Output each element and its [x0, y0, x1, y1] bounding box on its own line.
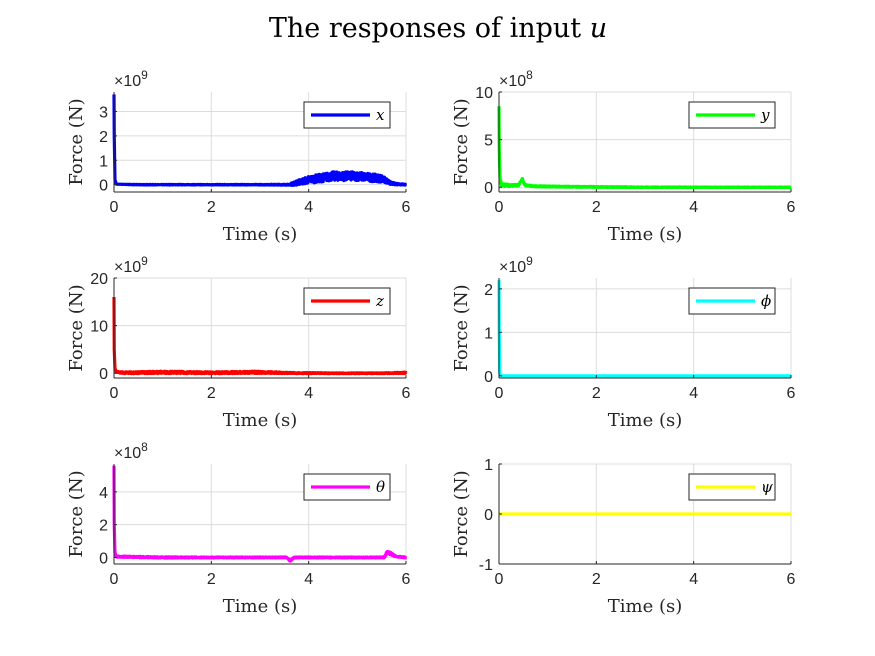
y-axis-label: Force (N): [451, 470, 472, 557]
exponent-base: ×10: [114, 259, 141, 276]
x-tick-label: 2: [207, 571, 216, 588]
y-tick-label: 0: [99, 178, 108, 195]
legend: x: [303, 101, 391, 129]
x-axis-label: Time (s): [223, 410, 298, 431]
series-line-1: [112, 94, 408, 187]
y-tick-label: 0: [99, 366, 108, 383]
x-tick-label: 4: [689, 571, 698, 588]
legend-label: z: [375, 292, 384, 310]
legend: ϕ: [688, 287, 776, 315]
y-tick-label: 10: [90, 319, 108, 336]
y-tick-label: 3: [99, 105, 108, 122]
y-tick-label: 5: [484, 133, 493, 150]
subplot-5: 0 2 4 6 0 2 4 Time (s) Force (N) ×108 θ: [66, 440, 411, 617]
exponent-power: 8: [141, 440, 148, 454]
x-tick-label: 6: [787, 571, 796, 588]
y-tick-label: 1: [484, 457, 493, 474]
legend-label: y: [760, 106, 770, 124]
figure-title: The responses of input u: [269, 13, 607, 44]
y-tick-label: 0: [99, 550, 108, 567]
legend: z: [303, 287, 391, 315]
exponent-power: 9: [141, 68, 148, 82]
y-tick-label: 2: [99, 518, 108, 535]
x-tick-label: 6: [402, 571, 411, 588]
exponent-base: ×10: [499, 73, 526, 90]
x-tick-label: 4: [304, 571, 313, 588]
y-tick-label: 1: [484, 325, 493, 342]
x-tick-label: 2: [592, 199, 601, 216]
x-tick-label: 2: [592, 571, 601, 588]
x-tick-label: 2: [207, 385, 216, 402]
x-tick-label: 6: [787, 199, 796, 216]
y-axis-label: Force (N): [451, 284, 472, 371]
legend-label: θ: [376, 478, 385, 496]
legend: ψ: [688, 473, 776, 501]
y-tick-label: 10: [475, 85, 493, 102]
y-tick-label: 20: [90, 271, 108, 288]
y-exponent-label: ×109: [499, 254, 533, 276]
x-tick-label: 2: [207, 199, 216, 216]
exponent-power: 9: [526, 254, 533, 268]
y-tick-label: 0: [484, 180, 493, 197]
x-axis-label: Time (s): [608, 224, 683, 245]
subplot-3: 0 2 4 6 0 10 20 Time (s) Force (N) ×109 z: [66, 254, 411, 431]
y-tick-label: 4: [99, 485, 108, 502]
x-tick-label: 4: [689, 199, 698, 216]
x-axis-label: Time (s): [608, 410, 683, 431]
y-exponent-label: ×108: [499, 68, 533, 90]
exponent-base: ×10: [499, 259, 526, 276]
subplot-1: 0 2 4 6 0 1 2 3 Time (s) Force (N) ×109 x: [66, 68, 411, 245]
y-tick-label: 0: [484, 369, 493, 386]
legend-label: ψ: [761, 478, 773, 496]
y-exponent-label: ×108: [114, 440, 148, 462]
x-tick-label: 4: [689, 385, 698, 402]
exponent-power: 9: [141, 254, 148, 268]
legend-label: ϕ: [761, 292, 771, 310]
legend-label: x: [376, 106, 385, 124]
x-tick-label: 0: [495, 199, 504, 216]
series-line-3: [112, 297, 408, 376]
x-tick-label: 0: [495, 571, 504, 588]
y-axis-label: Force (N): [66, 470, 87, 557]
legend: y: [688, 101, 776, 129]
x-axis-label: Time (s): [223, 596, 298, 617]
y-axis-label: Force (N): [66, 284, 87, 371]
x-tick-label: 0: [110, 385, 119, 402]
exponent-base: ×10: [114, 445, 141, 462]
x-tick-label: 0: [110, 199, 119, 216]
series-line-4: [497, 280, 793, 378]
x-tick-label: 0: [495, 385, 504, 402]
x-tick-label: 6: [402, 199, 411, 216]
exponent-base: ×10: [114, 73, 141, 90]
x-axis-label: Time (s): [608, 596, 683, 617]
y-tick-label: 2: [484, 282, 493, 299]
y-exponent-label: ×109: [114, 254, 148, 276]
x-tick-label: 6: [787, 385, 796, 402]
subplot-2: 0 2 4 6 0 5 10 Time (s) Force (N) ×108 y: [451, 68, 796, 245]
subplot-4: 0 2 4 6 0 1 2 Time (s) Force (N) ×109 ϕ: [451, 254, 796, 431]
y-axis-label: Force (N): [451, 98, 472, 185]
y-tick-label: 2: [99, 129, 108, 146]
x-tick-label: 2: [592, 385, 601, 402]
x-tick-label: 4: [304, 199, 313, 216]
x-tick-label: 0: [110, 571, 119, 588]
exponent-power: 8: [526, 68, 533, 82]
x-tick-label: 4: [304, 385, 313, 402]
y-axis-label: Force (N): [66, 98, 87, 185]
y-tick-label: 1: [99, 153, 108, 170]
legend: θ: [303, 473, 391, 501]
y-tick-label: 0: [484, 507, 493, 524]
series-line-2: [497, 106, 793, 190]
y-exponent-label: ×109: [114, 68, 148, 90]
x-axis-label: Time (s): [223, 224, 298, 245]
series-line-5: [112, 465, 408, 563]
x-tick-label: 6: [402, 385, 411, 402]
y-tick-label: -1: [479, 557, 493, 574]
